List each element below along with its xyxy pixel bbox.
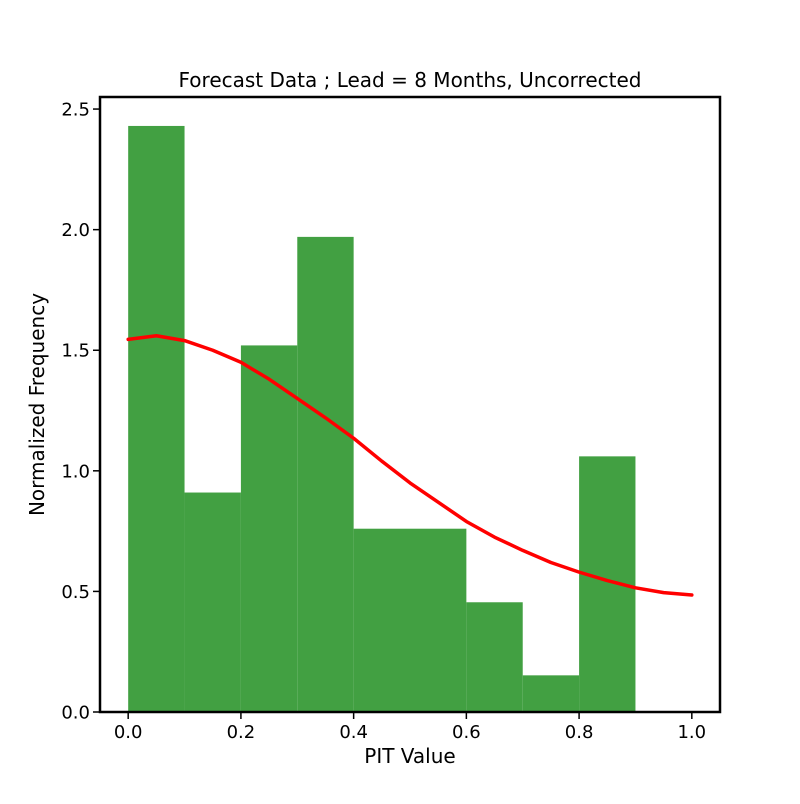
chart-title: Forecast Data ; Lead = 8 Months, Uncorre… (179, 68, 642, 92)
histogram-bar (128, 125, 185, 713)
y-tick-label: 2.5 (61, 100, 90, 121)
histogram-bar (466, 602, 523, 712)
y-tick-label: 1.0 (61, 461, 90, 482)
y-tick-label: 1.5 (61, 341, 90, 362)
x-tick-label: 0.2 (227, 722, 256, 743)
y-tick-label: 0.0 (61, 703, 90, 724)
y-axis-label: Normalized Frequency (25, 293, 49, 516)
x-axis-label: PIT Value (364, 744, 455, 768)
histogram-bar (240, 345, 298, 712)
x-tick-label: 0.8 (565, 722, 594, 743)
x-tick-label: 0.0 (114, 722, 143, 743)
plot-frame (98, 95, 722, 714)
y-tick-label: 0.5 (61, 582, 90, 603)
x-tick-label: 0.4 (339, 722, 368, 743)
histogram-bar (522, 675, 580, 712)
histogram-bar (410, 528, 467, 712)
fitted-curve-line (126, 334, 694, 597)
y-tick-label: 2.0 (61, 220, 90, 241)
x-tick-label: 0.6 (452, 722, 481, 743)
x-tick-label: 1.0 (677, 722, 706, 743)
histogram-bar (184, 492, 241, 712)
histogram-bar (353, 528, 410, 712)
histogram-bar (297, 236, 354, 712)
